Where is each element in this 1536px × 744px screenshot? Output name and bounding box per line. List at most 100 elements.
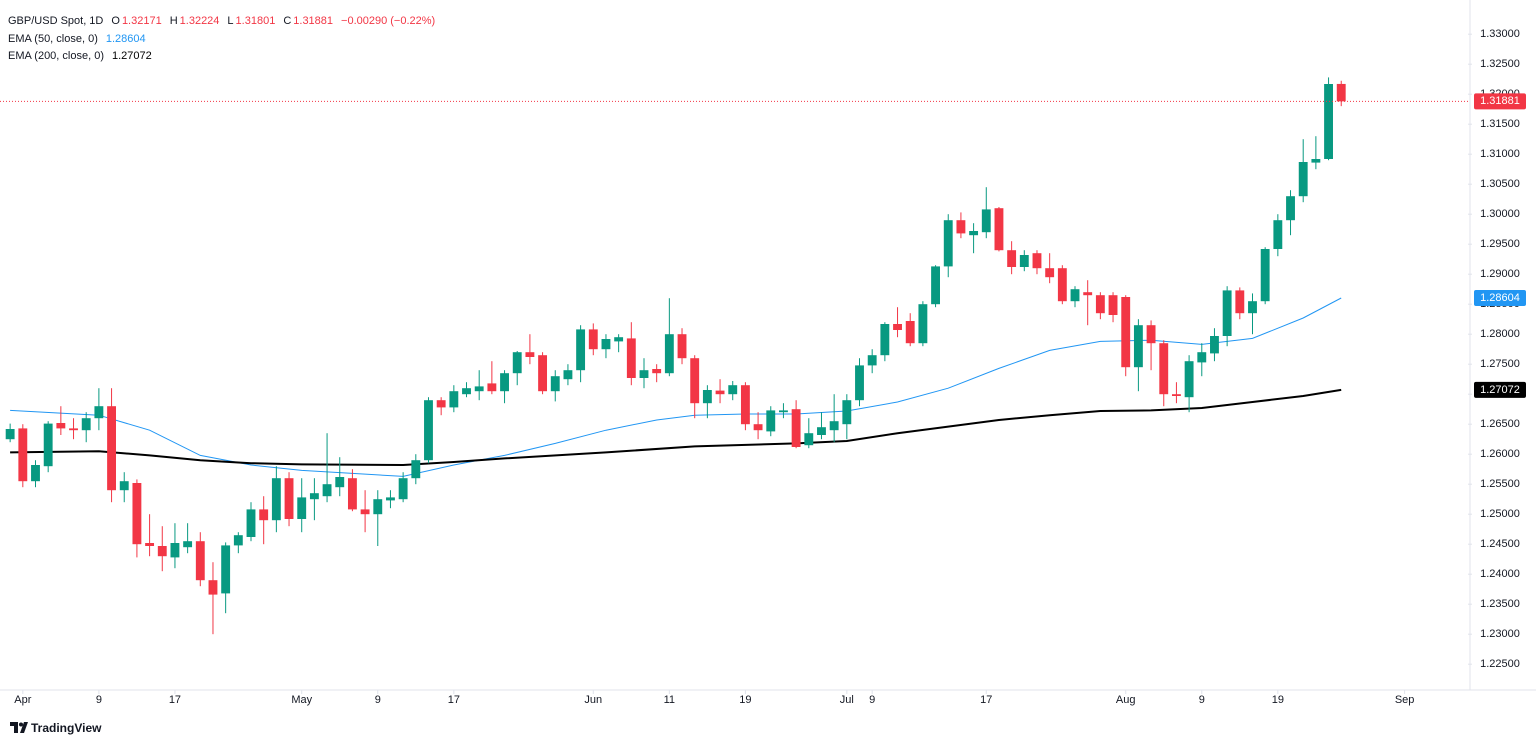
y-tick-label: 1.22500 [1480, 658, 1520, 670]
x-tick-label: 9 [375, 694, 381, 706]
candle-body [550, 376, 560, 392]
candle-body [284, 478, 294, 519]
candle-body [69, 428, 78, 431]
candle-body [1171, 394, 1181, 396]
candle-body [1324, 84, 1333, 159]
candle-body [360, 509, 370, 515]
candle-body [677, 334, 687, 359]
x-tick-label: 17 [980, 694, 992, 706]
candle-body [1298, 162, 1308, 197]
candle-body [309, 493, 319, 500]
y-tick-label: 1.29000 [1480, 268, 1520, 280]
candle-body [1032, 253, 1042, 269]
ohlc-value: 1.31881 [293, 15, 334, 27]
candle-body [779, 410, 788, 413]
ema-line [10, 388, 1342, 467]
symbol: GBP/USD Spot, 1D [8, 15, 104, 27]
candle-body [893, 324, 902, 330]
y-tick-label: 1.24500 [1480, 538, 1520, 550]
ema-line [10, 297, 1342, 477]
candle-body [905, 321, 915, 344]
candle-body [436, 400, 446, 408]
y-tick-label: 1.25500 [1480, 478, 1520, 490]
candle-body [969, 231, 979, 236]
ohlc-value: 1.32224 [179, 15, 220, 27]
candle-body [652, 369, 662, 374]
y-tick-label: 1.27500 [1480, 358, 1520, 370]
candle-body [588, 329, 598, 350]
y-tick-label: 1.24000 [1480, 568, 1520, 580]
candle-body [411, 460, 421, 479]
candle-body [1210, 336, 1219, 354]
candle-body [500, 373, 509, 392]
candle-body [753, 424, 763, 431]
y-tick-label: 1.28000 [1480, 328, 1520, 340]
y-tick-label: 1.33000 [1480, 28, 1520, 40]
candle-body [943, 220, 953, 267]
candle-body [1070, 289, 1080, 302]
y-tick-label: 1.26000 [1480, 448, 1520, 460]
legend-row: GBP/USD Spot, 1D O 1.32171 H 1.32224 L 1.31801… [8, 13, 437, 31]
candle-body [449, 391, 459, 408]
candle-body [208, 580, 218, 595]
candle-body [576, 329, 586, 371]
x-tick-label: Jun [584, 694, 602, 706]
candle-body [512, 352, 522, 374]
candle-body [1083, 292, 1093, 296]
candle-body [335, 477, 345, 488]
candle-body [43, 423, 53, 467]
candle-body [1222, 290, 1232, 336]
y-tick-label: 1.31500 [1480, 118, 1520, 130]
candle-body [1007, 250, 1017, 267]
candle-body [56, 423, 66, 429]
candle-body [1108, 295, 1118, 315]
candle-body [525, 352, 535, 357]
y-tick-label: 1.30000 [1480, 208, 1520, 220]
candle-body [804, 433, 814, 446]
x-tick-label: 9 [1199, 694, 1205, 706]
candle-body [728, 385, 738, 395]
y-tick-label: 1.25000 [1480, 508, 1520, 520]
logo-slash [20, 722, 28, 733]
candle-body [1184, 361, 1194, 398]
candle-body [5, 429, 15, 440]
candle-body [221, 545, 231, 594]
x-tick-label: 9 [869, 694, 875, 706]
x-tick-label: Jul [840, 694, 854, 706]
candle-body [842, 400, 852, 425]
legend-row: EMA (50, close, 0) 1.28604 [8, 31, 437, 49]
candle-body [1197, 352, 1207, 363]
candle-body [246, 509, 256, 537]
candle-body [119, 481, 129, 491]
ema-price-box [1474, 289, 1526, 306]
ohlc-prefix: C [283, 15, 292, 27]
candle-body [614, 337, 624, 342]
candle-body [271, 478, 281, 521]
legend: GBP/USD Spot, 1D O 1.32171 H 1.32224 L 1.31801… [8, 13, 437, 66]
ema-name: EMA (200, close, 0) [8, 50, 104, 62]
candle-body [462, 388, 471, 395]
candle-body [766, 410, 776, 432]
y-tick-label: 1.23500 [1480, 598, 1520, 610]
candle-body [855, 365, 864, 401]
candle-body [157, 546, 167, 557]
candle-body [601, 339, 611, 350]
y-tick-label: 1.32500 [1480, 58, 1520, 70]
ema-value: 1.28604 [105, 32, 146, 45]
candle-body [195, 541, 205, 581]
candle-body [994, 208, 1004, 251]
candle-body [829, 421, 839, 431]
candle-body [1273, 220, 1283, 249]
x-tick-label: Sep [1395, 694, 1415, 706]
candle-body [1019, 255, 1029, 267]
y-tick-label: 1.30500 [1480, 178, 1520, 190]
x-tick-label: May [291, 694, 312, 706]
x-tick-label: 17 [169, 694, 181, 706]
candle-body [1311, 159, 1321, 163]
candle-body [1248, 301, 1257, 314]
candle-body [702, 390, 712, 404]
candle-body [132, 483, 142, 545]
y-tick-label: 1.31000 [1480, 148, 1520, 160]
x-tick-label: 19 [739, 694, 751, 706]
